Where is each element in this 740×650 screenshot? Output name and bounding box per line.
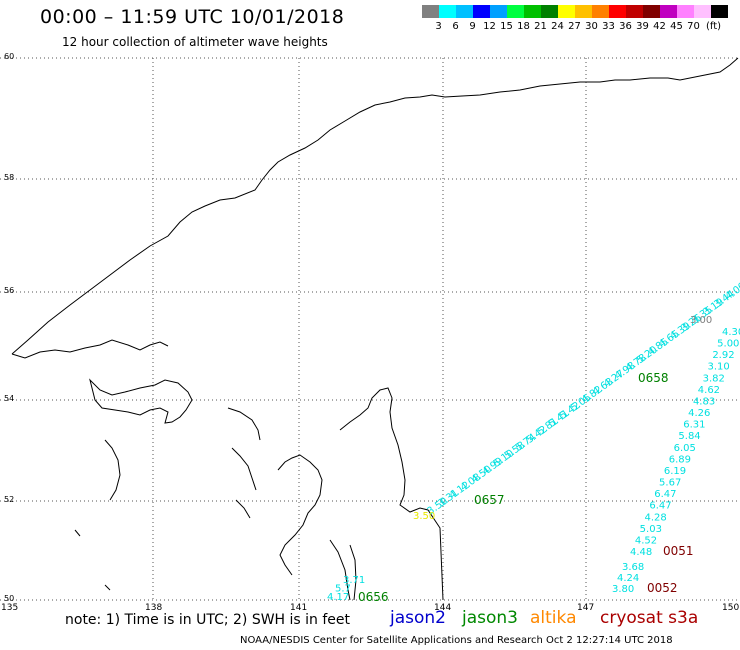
swh-value: 4.62	[698, 385, 720, 396]
scale-swatch	[694, 5, 711, 18]
legend-note: note: 1) Time is in UTC; 2) SWH is in fe…	[65, 612, 351, 628]
swh-value: 5.67	[659, 478, 681, 489]
swh-value: 3.80	[612, 584, 634, 595]
legend-jason2: jason2	[390, 608, 446, 628]
lon-label-138: 138	[145, 603, 163, 613]
scale-swatch	[524, 5, 541, 18]
cryosat-track-southeast-2: 3.684.243.80	[612, 562, 644, 595]
swh-value: 5.7	[335, 584, 351, 595]
track-label-0051: 0051	[663, 544, 694, 558]
swh-value: 3.10	[707, 362, 729, 373]
swh-value: 6.05	[674, 443, 696, 454]
swh-value: 5.84	[678, 431, 700, 442]
map-subtitle: 12 hour collection of altimeter wave hei…	[62, 35, 328, 49]
scale-swatch	[507, 5, 524, 18]
scale-swatch	[456, 5, 473, 18]
coastline	[11, 57, 739, 601]
swh-value: 4.83	[693, 396, 715, 407]
scale-label: 42	[653, 21, 666, 32]
scale-label: 3	[435, 21, 442, 32]
scale-swatch	[558, 5, 575, 18]
scale-swatch	[473, 5, 490, 18]
scale-swatch	[711, 5, 728, 18]
scale-label: 9	[469, 21, 476, 32]
swh-value: 4.28	[645, 512, 667, 523]
scale-swatch	[490, 5, 507, 18]
scale-swatch	[422, 5, 439, 18]
scale-label: 33	[602, 21, 615, 32]
scale-swatch	[439, 5, 456, 18]
scale-label: 21	[534, 21, 547, 32]
scale-label: 15	[500, 21, 513, 32]
swh-value: 3.82	[703, 373, 725, 384]
scale-label: 36	[619, 21, 632, 32]
scale-label: 70	[687, 21, 700, 32]
swh-value: 3.68	[622, 562, 644, 573]
scale-swatch	[592, 5, 609, 18]
scale-label: 45	[670, 21, 683, 32]
swh-value: 4.24	[617, 573, 639, 584]
lon-label-135: 135	[1, 603, 19, 613]
swh-value: 4.30	[722, 327, 740, 338]
swh-value: 2.92	[712, 350, 734, 361]
legend-cryosat-s3a: cryosat s3a	[600, 608, 699, 628]
track-label-0052: 0052	[647, 581, 678, 595]
swh-value: 6.47	[654, 489, 676, 500]
lat-label-58: 58	[4, 173, 15, 182]
swh-value: 4.26	[688, 408, 710, 419]
cryosat-track-southeast: 4.305.002.923.103.824.624.834.266.315.84…	[630, 327, 740, 558]
swh-value: 4.52	[635, 535, 657, 546]
swh-value: 6.47	[649, 501, 671, 512]
track-label-0658: 0658	[638, 371, 669, 385]
gray-point-label: 3.00	[690, 315, 712, 326]
scale-swatch	[575, 5, 592, 18]
swh-value: 5.00	[717, 339, 739, 350]
track-southwest: 3.715.74.17	[327, 575, 365, 603]
lat-label-50: 50	[4, 594, 15, 603]
lon-label-141: 141	[290, 603, 308, 613]
scale-label: 24	[551, 21, 564, 32]
scale-swatch	[609, 5, 626, 18]
scale-swatch	[660, 5, 677, 18]
lat-label-52: 52	[4, 495, 15, 504]
scale-label: 39	[636, 21, 649, 32]
swh-value: 4.17	[327, 592, 349, 603]
scale-label: 27	[568, 21, 581, 32]
track-label-0657: 0657	[474, 493, 505, 507]
scale-swatch	[541, 5, 558, 18]
scale-swatch	[643, 5, 660, 18]
lat-label-56: 56	[4, 286, 15, 295]
swh-value: 6.31	[683, 420, 705, 431]
swh-value: 6.19	[664, 466, 686, 477]
legend-jason3: jason3	[462, 608, 518, 628]
scale-label: 6	[452, 21, 459, 32]
lon-label-150: 150	[722, 603, 740, 613]
scale-label: 12	[483, 21, 496, 32]
lat-label-54: 54	[4, 394, 15, 403]
swh-value: 6.89	[669, 454, 691, 465]
lat-label-60: 60	[4, 52, 15, 61]
scale-swatch	[677, 5, 694, 18]
swh-value: 3.71	[343, 575, 365, 586]
lon-label-144: 144	[434, 603, 452, 613]
lon-label-147: 147	[577, 603, 595, 613]
map-title: 00:00 – 11:59 UTC 10/01/2018	[40, 6, 345, 28]
swh-value: 5.03	[640, 524, 662, 535]
legend-altika: altika	[530, 608, 577, 628]
scale-label: 30	[585, 21, 598, 32]
swh-value: 4.48	[630, 547, 652, 558]
scale-swatch	[626, 5, 643, 18]
altika-point-label: 3.50	[413, 511, 435, 522]
footer-credit: NOAA/NESDIS Center for Satellite Applica…	[240, 635, 673, 646]
scale-unit: (ft)	[706, 21, 722, 32]
lat-lon-grid	[0, 57, 740, 601]
scale-label: 18	[517, 21, 530, 32]
track-label-0656: 0656	[358, 590, 389, 604]
